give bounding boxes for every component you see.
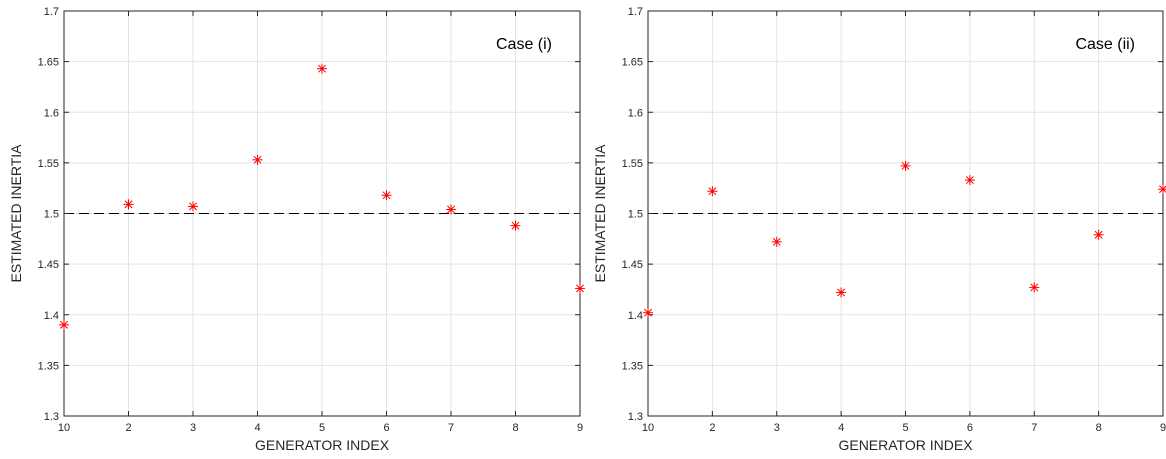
y-tick-label: 1.3 xyxy=(44,411,59,423)
data-point-stroke xyxy=(576,284,584,293)
data-point xyxy=(381,190,392,201)
y-tick-label: 1.35 xyxy=(622,360,643,372)
y-tick-label: 1.55 xyxy=(622,158,643,170)
y-tick-label: 1.7 xyxy=(628,6,643,18)
data-point xyxy=(252,154,263,165)
chart-panel-2: 10 2 3 4 5 6 7 8 9 1.3 1.35 1.4 1.45 1.5 1.55 1.6 1.65 1.… xyxy=(592,6,1166,453)
y-tick-label: 1.5 xyxy=(44,209,59,221)
x-tick-label: 2 xyxy=(125,422,131,434)
data-point xyxy=(446,204,456,215)
data-point-stroke xyxy=(124,200,133,209)
case-annotation: Case (ii) xyxy=(1075,36,1135,53)
data-point xyxy=(1093,229,1104,240)
data-point-stroke xyxy=(901,161,910,170)
x-tick-label: 6 xyxy=(967,422,973,434)
data-point-stroke xyxy=(1159,185,1166,194)
y-tick-label: 1.3 xyxy=(628,411,643,423)
data-point xyxy=(123,199,134,210)
data-point-stroke xyxy=(1030,283,1039,292)
case-annotation: Case (i) xyxy=(496,36,552,53)
data-point-stroke xyxy=(189,202,197,211)
data-point xyxy=(317,63,327,74)
data-point-stroke xyxy=(253,155,262,164)
data-point xyxy=(707,186,718,197)
y-axis-label: ESTIMATED INERTIA xyxy=(592,144,608,283)
data-point-stroke xyxy=(1094,230,1103,239)
data-point-stroke xyxy=(708,187,717,196)
y-tick-label: 1.45 xyxy=(38,259,59,271)
x-axis-label: GENERATOR INDEX xyxy=(838,437,973,453)
data-point-stroke xyxy=(644,308,652,317)
y-tick-label: 1.45 xyxy=(622,259,643,271)
chart-panel-1: 10 2 3 4 5 6 7 8 9 1.3 1.35 1.4 1.45 1.5 1.55 1.6 1.65 1.… xyxy=(8,6,585,453)
data-point xyxy=(510,220,521,231)
data-point-stroke xyxy=(772,237,781,246)
data-point-stroke xyxy=(447,205,455,214)
data-point-stroke xyxy=(511,221,520,230)
data-point xyxy=(771,236,782,247)
y-tick-label: 1.4 xyxy=(44,310,59,322)
y-tick-label: 1.35 xyxy=(38,360,59,372)
y-tick-label: 1.5 xyxy=(628,209,643,221)
y-tick-label: 1.65 xyxy=(622,57,643,69)
x-axis-label: GENERATOR INDEX xyxy=(255,437,390,453)
data-point xyxy=(643,307,653,318)
data-point xyxy=(59,319,69,330)
x-tick-label: 9 xyxy=(577,422,583,434)
x-tick-label: 3 xyxy=(190,422,196,434)
y-tick-label: 1.65 xyxy=(38,57,59,69)
data-point xyxy=(575,283,585,294)
data-point-stroke xyxy=(318,64,326,73)
y-tick-label: 1.7 xyxy=(44,6,59,18)
y-tick-label: 1.55 xyxy=(38,158,59,170)
y-tick-label: 1.6 xyxy=(44,107,59,119)
x-tick-label: 5 xyxy=(319,422,325,434)
data-point xyxy=(1158,184,1166,195)
x-tick-label: 3 xyxy=(774,422,780,434)
data-point xyxy=(1029,282,1040,293)
x-tick-label: 2 xyxy=(709,422,715,434)
data-point-stroke xyxy=(837,288,846,297)
data-point-stroke xyxy=(60,320,68,329)
x-tick-label: 4 xyxy=(254,422,260,434)
data-point xyxy=(900,160,911,171)
x-tick-label: 10 xyxy=(58,422,70,434)
y-tick-label: 1.4 xyxy=(628,310,643,322)
x-tick-label: 7 xyxy=(1031,422,1037,434)
x-tick-label: 7 xyxy=(448,422,454,434)
y-axis-label: ESTIMATED INERTIA xyxy=(8,144,24,283)
x-tick-label: 8 xyxy=(1096,422,1102,434)
x-tick-label: 9 xyxy=(1160,422,1166,434)
x-tick-label: 6 xyxy=(383,422,389,434)
data-point xyxy=(964,175,975,186)
x-tick-label: 5 xyxy=(902,422,908,434)
y-tick-label: 1.6 xyxy=(628,107,643,119)
data-point xyxy=(188,201,198,212)
x-tick-label: 4 xyxy=(838,422,844,434)
x-tick-label: 10 xyxy=(642,422,654,434)
x-tick-label: 8 xyxy=(512,422,518,434)
data-point-stroke xyxy=(382,191,391,200)
data-point-stroke xyxy=(965,176,974,185)
data-point xyxy=(836,287,847,298)
